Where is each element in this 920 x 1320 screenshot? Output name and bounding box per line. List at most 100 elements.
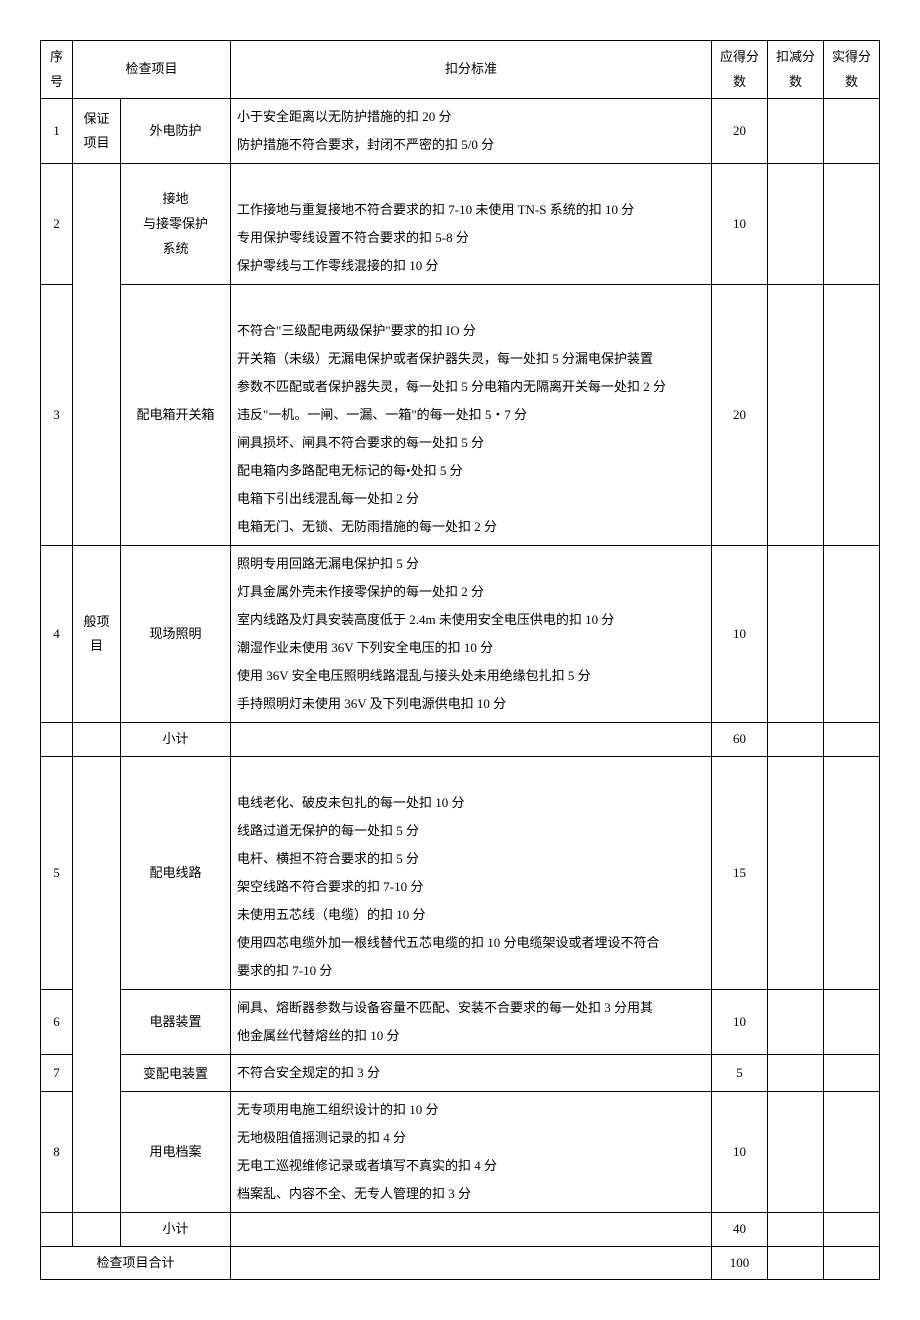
subtotal-label: 小计 bbox=[121, 1213, 231, 1247]
seq-cell: 3 bbox=[41, 285, 73, 546]
total-label: 检查项目合计 bbox=[41, 1246, 231, 1280]
criteria-line: 灯具金属外壳未作接零保护的每一处扣 2 分 bbox=[237, 578, 705, 606]
table-row: 1保证项目外电防护小于安全距离以无防护措施的扣 20 分防护措施不符合要求，封闭… bbox=[41, 99, 880, 164]
score-cell: 10 bbox=[712, 164, 768, 285]
item-cell: 配电箱开关箱 bbox=[121, 285, 231, 546]
actual-cell bbox=[824, 546, 880, 723]
category-cell bbox=[73, 723, 121, 757]
table-row: 8 用电档案无专项用电施工组织设计的扣 10 分无地极阻值摇测记录的扣 4 分无电… bbox=[41, 1092, 880, 1213]
criteria-cell: 不符合安全规定的扣 3 分 bbox=[231, 1055, 712, 1092]
criteria-line: 电箱无门、无锁、无防雨措施的每一处扣 2 分 bbox=[237, 513, 705, 541]
criteria-line: 保护零线与工作零线混接的扣 10 分 bbox=[237, 252, 705, 280]
score-cell: 40 bbox=[712, 1213, 768, 1247]
deduct-cell bbox=[768, 546, 824, 723]
table-row: 7 变配电装置不符合安全规定的扣 3 分5 bbox=[41, 1055, 880, 1092]
deduct-cell bbox=[768, 285, 824, 546]
score-cell: 10 bbox=[712, 990, 768, 1055]
seq-cell bbox=[41, 723, 73, 757]
criteria-line: 照明专用回路无漏电保护扣 5 分 bbox=[237, 550, 705, 578]
actual-cell bbox=[824, 1055, 880, 1092]
criteria-line: 室内线路及灯具安装高度低于 2.4m 未使用安全电压供电的扣 10 分 bbox=[237, 606, 705, 634]
item-cell: 电器装置 bbox=[121, 990, 231, 1055]
criteria-line: 未使用五芯线（电缆）的扣 10 分 bbox=[237, 901, 705, 929]
deduct-cell bbox=[768, 990, 824, 1055]
score-cell: 10 bbox=[712, 1092, 768, 1213]
table-row: 5 配电线路 电线老化、破皮未包扎的每一处扣 10 分线路过道无保护的每一处扣 5… bbox=[41, 757, 880, 990]
actual-cell bbox=[824, 1092, 880, 1213]
header-criteria: 扣分标准 bbox=[231, 41, 712, 99]
category-cell bbox=[73, 164, 121, 546]
criteria-cell: 工作接地与重复接地不符合要求的扣 7-10 未使用 TN-S 系统的扣 10 分… bbox=[231, 164, 712, 285]
criteria-line: 不符合安全规定的扣 3 分 bbox=[237, 1059, 705, 1087]
criteria-line: 电杆、横担不符合要求的扣 5 分 bbox=[237, 845, 705, 873]
criteria-line: 线路过道无保护的每一处扣 5 分 bbox=[237, 817, 705, 845]
criteria-line: 潮湿作业未使用 36V 下列安全电压的扣 10 分 bbox=[237, 634, 705, 662]
item-cell: 接地与接零保护系统 bbox=[121, 164, 231, 285]
subtotal-row: 小计 40 bbox=[41, 1213, 880, 1247]
criteria-line: 无专项用电施工组织设计的扣 10 分 bbox=[237, 1096, 705, 1124]
category-cell bbox=[73, 757, 121, 1213]
seq-cell: 8 bbox=[41, 1092, 73, 1213]
seq-cell: 4 bbox=[41, 546, 73, 723]
actual-cell bbox=[824, 1213, 880, 1247]
criteria-line: 无地极阻值摇测记录的扣 4 分 bbox=[237, 1124, 705, 1152]
criteria-line: 他金属丝代替熔丝的扣 10 分 bbox=[237, 1022, 705, 1050]
criteria-line: 开关箱（未级）无漏电保护或者保护器失灵，每一处扣 5 分漏电保护装置 bbox=[237, 345, 705, 373]
score-cell: 20 bbox=[712, 99, 768, 164]
criteria-line: 工作接地与重复接地不符合要求的扣 7-10 未使用 TN-S 系统的扣 10 分 bbox=[237, 196, 705, 224]
item-cell: 配电线路 bbox=[121, 757, 231, 990]
seq-cell bbox=[41, 1213, 73, 1247]
item-cell: 变配电装置 bbox=[121, 1055, 231, 1092]
actual-cell bbox=[824, 285, 880, 546]
criteria-line bbox=[237, 289, 705, 317]
subtotal-label: 小计 bbox=[121, 723, 231, 757]
criteria-line: 防护措施不符合要求，封闭不严密的扣 5/0 分 bbox=[237, 131, 705, 159]
item-cell: 用电档案 bbox=[121, 1092, 231, 1213]
score-cell: 10 bbox=[712, 546, 768, 723]
criteria-line: 配电箱内多路配电无标记的每•处扣 5 分 bbox=[237, 457, 705, 485]
header-seq: 序号 bbox=[41, 41, 73, 99]
deduct-cell bbox=[768, 723, 824, 757]
actual-cell bbox=[824, 1246, 880, 1280]
deduct-cell bbox=[768, 757, 824, 990]
deduct-cell bbox=[768, 1092, 824, 1213]
seq-cell: 6 bbox=[41, 990, 73, 1055]
table-row: 3 配电箱开关箱 不符合"三级配电两级保护"要求的扣 IO 分开关箱（未级）无漏电… bbox=[41, 285, 880, 546]
criteria-line bbox=[237, 168, 705, 196]
category-cell: 般项目 bbox=[73, 546, 121, 723]
criteria-line: 不符合"三级配电两级保护"要求的扣 IO 分 bbox=[237, 317, 705, 345]
criteria-line: 电箱下引出线混乱每一处扣 2 分 bbox=[237, 485, 705, 513]
deduct-cell bbox=[768, 164, 824, 285]
deduct-cell bbox=[768, 99, 824, 164]
criteria-line: 电线老化、破皮未包扎的每一处扣 10 分 bbox=[237, 789, 705, 817]
criteria-line: 使用四芯电缆外加一根线替代五芯电缆的扣 10 分电缆架设或者埋设不符合 bbox=[237, 929, 705, 957]
criteria-cell: 照明专用回路无漏电保护扣 5 分灯具金属外壳未作接零保护的每一处扣 2 分室内线… bbox=[231, 546, 712, 723]
criteria-cell: 无专项用电施工组织设计的扣 10 分无地极阻值摇测记录的扣 4 分无电工巡视维修… bbox=[231, 1092, 712, 1213]
table-row: 4般项目现场照明照明专用回路无漏电保护扣 5 分灯具金属外壳未作接零保护的每一处… bbox=[41, 546, 880, 723]
criteria-line: 专用保护零线设置不符合要求的扣 5-8 分 bbox=[237, 224, 705, 252]
criteria-line: 闸具损坏、闸具不符合要求的每一处扣 5 分 bbox=[237, 429, 705, 457]
seq-cell: 5 bbox=[41, 757, 73, 990]
criteria-line: 档案乱、内容不全、无专人管理的扣 3 分 bbox=[237, 1180, 705, 1208]
category-cell bbox=[73, 1213, 121, 1247]
seq-cell: 1 bbox=[41, 99, 73, 164]
criteria-cell bbox=[231, 723, 712, 757]
criteria-line: 小于安全距离以无防护措施的扣 20 分 bbox=[237, 103, 705, 131]
seq-cell: 7 bbox=[41, 1055, 73, 1092]
actual-cell bbox=[824, 164, 880, 285]
table-row: 6电器装置闸具、熔断器参数与设备容量不匹配、安装不合要求的每一处扣 3 分用其他… bbox=[41, 990, 880, 1055]
header-row: 序号 检查项目 扣分标准 应得分数 扣减分数 实得分数 bbox=[41, 41, 880, 99]
criteria-cell: 电线老化、破皮未包扎的每一处扣 10 分线路过道无保护的每一处扣 5 分电杆、横… bbox=[231, 757, 712, 990]
criteria-cell: 小于安全距离以无防护措施的扣 20 分防护措施不符合要求，封闭不严密的扣 5/0… bbox=[231, 99, 712, 164]
actual-cell bbox=[824, 757, 880, 990]
criteria-line: 架空线路不符合要求的扣 7-10 分 bbox=[237, 873, 705, 901]
score-cell: 100 bbox=[712, 1246, 768, 1280]
criteria-line bbox=[237, 761, 705, 789]
item-cell: 现场照明 bbox=[121, 546, 231, 723]
table-row: 2 接地与接零保护系统 工作接地与重复接地不符合要求的扣 7-10 未使用 TN-… bbox=[41, 164, 880, 285]
score-cell: 5 bbox=[712, 1055, 768, 1092]
header-should-score: 应得分数 bbox=[712, 41, 768, 99]
criteria-line: 使用 36V 安全电压照明线路混乱与接头处未用绝缘包扎扣 5 分 bbox=[237, 662, 705, 690]
seq-cell: 2 bbox=[41, 164, 73, 285]
criteria-line: 违反"一机。一闸、一漏、一箱"的每一处扣 5・7 分 bbox=[237, 401, 705, 429]
